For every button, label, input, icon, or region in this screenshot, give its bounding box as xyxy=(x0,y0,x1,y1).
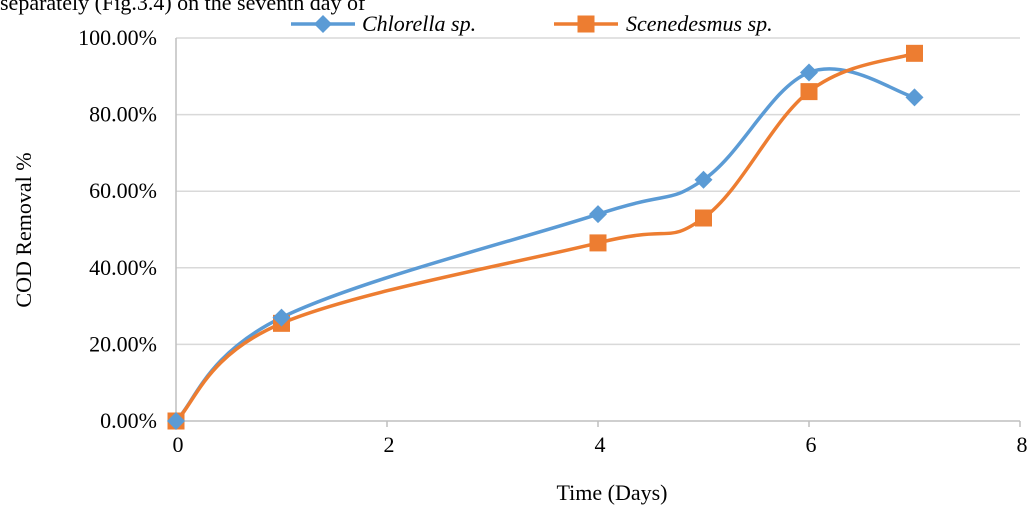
y-tick-label: 40.00% xyxy=(89,255,157,280)
data-point-square xyxy=(800,83,818,101)
y-tick-label: 80.00% xyxy=(89,102,157,127)
data-point-diamond xyxy=(905,88,924,107)
x-tick-labels: 0 2 4 6 8 xyxy=(173,432,1028,457)
series-lines xyxy=(174,51,916,423)
data-point-diamond xyxy=(800,63,818,82)
x-tick-label: 0 xyxy=(173,432,184,457)
data-point-square xyxy=(906,44,923,62)
series-line-2 xyxy=(174,51,916,423)
caption-fragment: separately (Fig.3.4) on the seventh day … xyxy=(0,0,366,15)
series-line-1 xyxy=(174,67,915,423)
legend: Chlorella sp. Scenedesmus sp. xyxy=(291,11,773,36)
x-tick-label: 8 xyxy=(1017,432,1028,457)
data-point-diamond xyxy=(272,308,291,327)
x-tick-label: 2 xyxy=(384,432,395,457)
legend-marker xyxy=(577,15,595,33)
axes xyxy=(175,38,1021,427)
y-tick-label: 0.00% xyxy=(100,408,157,433)
legend-label: Chlorella sp. xyxy=(362,11,476,36)
legend-marker xyxy=(314,15,332,33)
data-point-diamond xyxy=(589,205,607,224)
y-tick-labels: 0.00% 20.00% 40.00% 60.00% 80.00% 100.00% xyxy=(78,25,157,433)
y-tick-label: 100.00% xyxy=(78,25,157,50)
y-axis-title: COD Removal % xyxy=(11,152,36,307)
x-tick-label: 6 xyxy=(806,432,817,457)
data-point-diamond xyxy=(694,170,713,189)
data-point-square xyxy=(695,209,712,227)
y-tick-label: 20.00% xyxy=(89,331,157,356)
y-tick-label: 60.00% xyxy=(89,178,157,203)
data-point-diamond xyxy=(167,412,185,430)
data-point-square xyxy=(589,234,607,252)
x-tick-label: 4 xyxy=(595,432,606,457)
gridlines xyxy=(176,37,1020,346)
x-axis-title: Time (Days) xyxy=(556,480,667,505)
series-markers xyxy=(167,44,924,430)
legend-label: Scenedesmus sp. xyxy=(626,11,773,36)
